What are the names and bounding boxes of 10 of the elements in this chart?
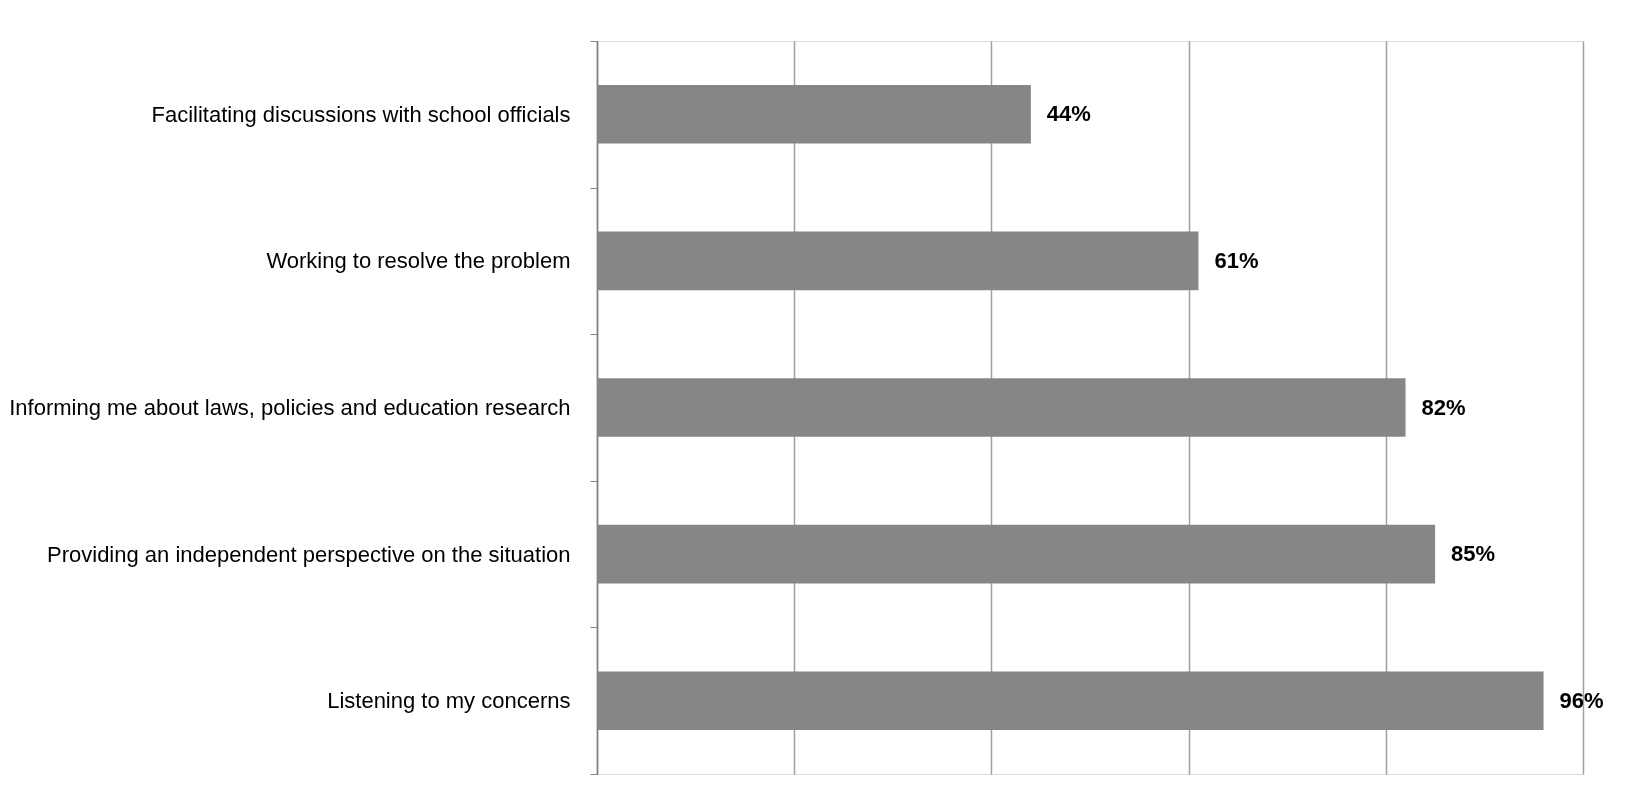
y-tick-label: Informing me about laws, policies and education research — [9, 395, 571, 420]
data-label: 85% — [1451, 541, 1496, 567]
data-label: 96% — [1559, 687, 1604, 713]
data-label: 61% — [1214, 247, 1259, 273]
y-tick-label: Providing an independent perspective on the situation — [47, 541, 571, 567]
data-label: 82% — [1421, 394, 1466, 420]
y-tick-label: Listening to my concerns — [327, 688, 571, 714]
y-tick-label: Working to resolve the problem — [266, 248, 571, 274]
y-tick-label: Facilitating discussions with school officials — [151, 101, 571, 127]
data-label: 44% — [1046, 101, 1091, 127]
